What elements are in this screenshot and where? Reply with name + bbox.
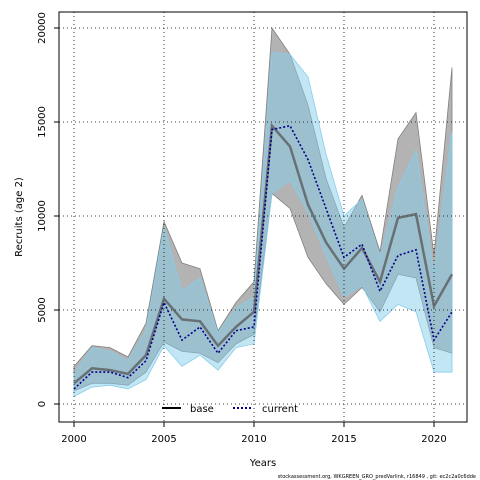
- y-tick-label-15000: 15000: [37, 106, 48, 138]
- x-tick-label-2020: 2020: [421, 434, 446, 445]
- grid-lines: [59, 12, 467, 422]
- x-axis-label: Years: [249, 458, 276, 469]
- footer-text: stockassessment.org, WKGREEN_GRO_predVar…: [278, 474, 476, 480]
- legend: base current: [162, 404, 298, 415]
- x-tick-label-2000: 2000: [61, 434, 86, 445]
- legend-label-current: current: [262, 404, 298, 415]
- y-tick-label-5000: 5000: [37, 297, 48, 322]
- x-tick-label-2010: 2010: [241, 434, 266, 445]
- x-axis: 2000 2005 2010 2015 2020: [61, 422, 447, 445]
- plot-frame: [58, 11, 468, 423]
- y-tick-label-10000: 10000: [37, 200, 48, 232]
- legend-label-base: base: [190, 404, 214, 415]
- y-axis-label: Recruits (age 2): [14, 177, 25, 257]
- y-tick-label-0: 0: [37, 401, 48, 407]
- x-tick-label-2005: 2005: [151, 434, 176, 445]
- series-lines: [73, 122, 454, 390]
- y-tick-label-20000: 20000: [37, 12, 48, 44]
- x-tick-label-2015: 2015: [331, 434, 356, 445]
- line-current: [73, 124, 453, 390]
- line-base: [73, 122, 454, 385]
- y-axis: 0 5000 10000 15000 20000: [37, 12, 59, 407]
